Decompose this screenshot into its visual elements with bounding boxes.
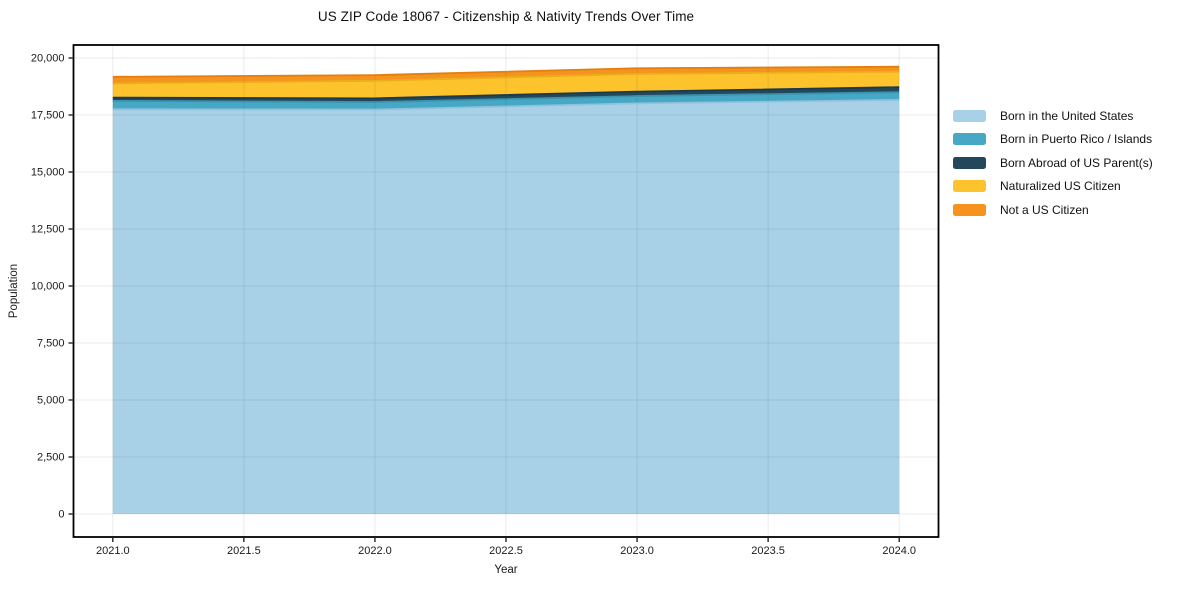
chart-title: US ZIP Code 18067 - Citizenship & Nativi…: [317, 9, 695, 24]
legend-label: Not a US Citizen: [1000, 202, 1089, 217]
legend-label: Born Abroad of US Parent(s): [1000, 155, 1153, 170]
series-line-born-in-puerto-rico-islands: [112, 91, 900, 103]
series-line-naturalized-us-citizen: [112, 70, 900, 85]
x-tick-label: 2024.0: [882, 545, 916, 557]
x-axis-label: Year: [494, 564, 518, 576]
y-tick-label: 2,500: [37, 451, 65, 463]
x-tick-label: 2022.0: [358, 545, 392, 557]
legend-item-naturalized-us-citizen: Naturalized US Citizen: [953, 175, 1153, 199]
x-tick-label: 2021.0: [96, 545, 130, 557]
y-tick-label: 12,500: [31, 223, 65, 235]
series-line-born-in-the-united-states: [112, 99, 900, 111]
y-tick-label: 17,500: [31, 109, 65, 121]
area-band-born-in-the-united-states: [112, 99, 900, 514]
legend-item-not-a-us-citizen: Not a US Citizen: [953, 198, 1153, 222]
y-tick-label: 7,500: [37, 337, 65, 349]
series-line-born-abroad-of-us-parent-s: [112, 86, 900, 100]
legend-label: Born in Puerto Rico / Islands: [1000, 132, 1153, 147]
y-axis-label: Population: [8, 263, 20, 319]
y-tick-label: 10,000: [31, 280, 65, 292]
x-tick-label: 2021.5: [227, 545, 261, 557]
legend-swatch-icon: [953, 133, 986, 146]
legend-label: Naturalized US Citizen: [1000, 179, 1121, 194]
legend-item-born-in-the-united-states: Born in the United States: [953, 104, 1153, 128]
area-band-not-a-us-citizen: [112, 66, 900, 84]
legend-swatch-icon: [953, 156, 986, 169]
legend-swatch-icon: [953, 203, 986, 216]
area-band-born-in-puerto-rico-islands: [112, 92, 900, 110]
legend-item-born-in-puerto-rico-islands: Born in Puerto Rico / Islands: [953, 128, 1153, 152]
y-tick-label: 15,000: [31, 166, 65, 178]
x-tick-label: 2023.5: [751, 545, 785, 557]
legend-swatch-icon: [953, 109, 986, 122]
y-tick-label: 20,000: [31, 52, 65, 64]
series-line-not-a-us-citizen: [112, 65, 900, 78]
legend: Born in the United States Born in Puerto …: [953, 104, 1153, 222]
x-tick-label: 2022.5: [489, 545, 523, 557]
area-band-naturalized-us-citizen: [112, 71, 900, 99]
legend-item-born-abroad-of-us-parent-s: Born Abroad of US Parent(s): [953, 151, 1153, 175]
legend-label: Born in the United States: [1000, 108, 1134, 123]
x-tick-label: 2023.0: [620, 545, 654, 557]
y-tick-label: 0: [58, 508, 64, 520]
plot-border: [72, 44, 940, 538]
y-tick-label: 5,000: [37, 394, 65, 406]
legend-swatch-icon: [953, 180, 986, 193]
